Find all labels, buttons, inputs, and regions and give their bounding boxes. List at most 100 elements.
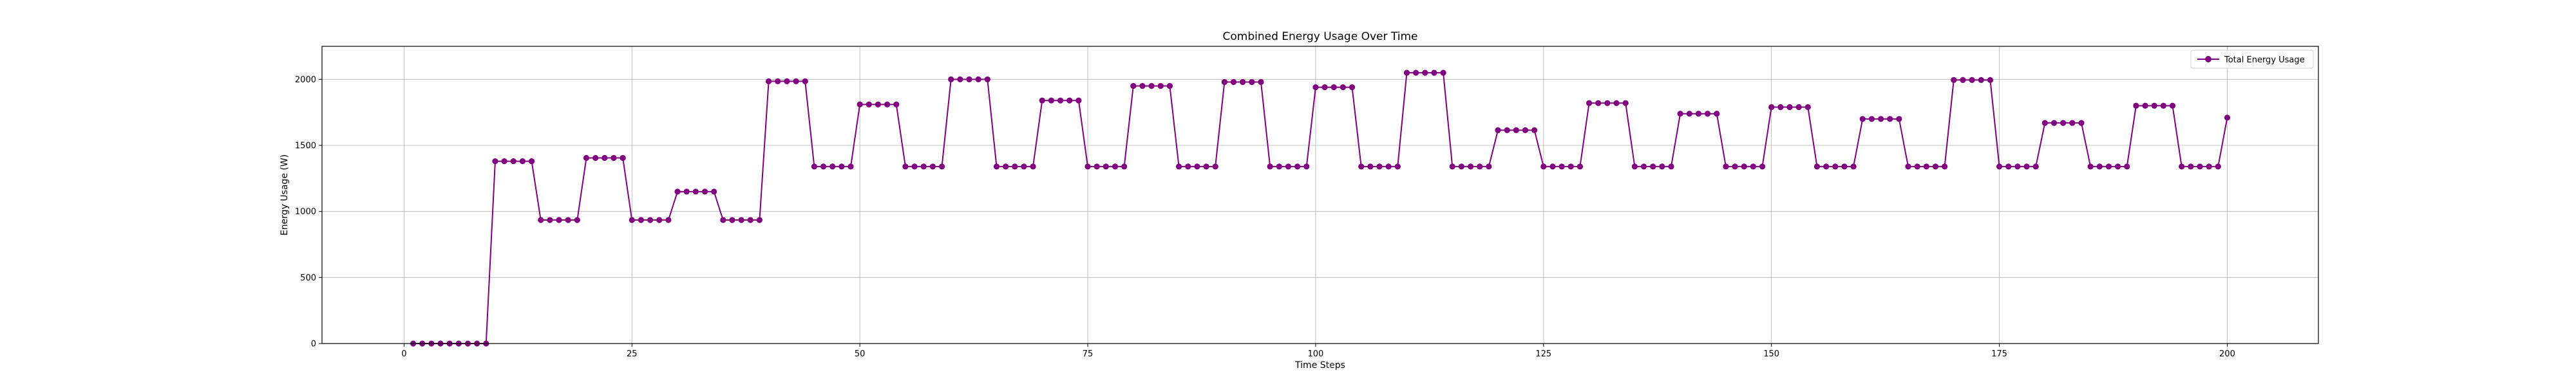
data-point <box>492 158 498 165</box>
data-point <box>1340 84 1346 91</box>
x-axis-ticks: 0 25 50 75 100 125 150 175 200 <box>401 344 2235 359</box>
data-point <box>2160 102 2166 109</box>
data-point <box>683 188 690 195</box>
data-point <box>1859 116 1866 122</box>
data-point <box>1887 116 1893 122</box>
data-point <box>2224 115 2231 121</box>
data-point <box>1021 163 1027 170</box>
data-point <box>1695 111 1702 117</box>
data-point <box>1203 163 1209 170</box>
data-point <box>1094 163 1100 170</box>
data-point <box>2142 102 2148 109</box>
data-point <box>1896 116 1902 122</box>
data-point <box>601 154 608 161</box>
data-point <box>975 76 981 82</box>
data-point <box>729 217 735 223</box>
data-point <box>893 101 900 107</box>
data-point <box>1914 163 1920 170</box>
data-point <box>1066 97 1073 104</box>
data-point <box>2032 163 2039 170</box>
data-point <box>1103 163 1109 170</box>
data-point <box>565 217 571 223</box>
data-point <box>1486 163 1492 170</box>
data-point <box>519 158 526 165</box>
data-point <box>1768 104 1775 111</box>
y-tick-label: 500 <box>300 273 316 283</box>
data-point <box>1513 127 1519 133</box>
data-point <box>1996 163 2003 170</box>
data-point <box>2105 163 2112 170</box>
data-point <box>1868 116 1875 122</box>
data-point <box>1841 163 1848 170</box>
data-point <box>738 217 744 223</box>
data-point <box>866 101 872 107</box>
data-point <box>1240 78 1246 86</box>
data-point <box>1978 77 1984 83</box>
y-axis-ticks: 0 500 1000 1500 2000 <box>295 75 322 349</box>
data-point <box>1084 163 1091 170</box>
y-tick-label: 1500 <box>295 142 316 151</box>
data-point <box>1303 163 1310 170</box>
data-point <box>1640 163 1647 170</box>
data-point <box>1230 78 1237 86</box>
data-point <box>1659 163 1665 170</box>
data-point <box>592 154 599 161</box>
data-point <box>1540 163 1547 170</box>
data-point <box>1194 163 1200 170</box>
data-point <box>1403 69 1410 76</box>
data-point <box>1686 111 1692 117</box>
data-point <box>2179 163 2185 170</box>
x-tick-label: 125 <box>1535 349 1551 359</box>
data-point <box>2069 120 2076 126</box>
data-point <box>674 188 681 195</box>
data-point <box>2206 163 2212 170</box>
data-point <box>1249 78 1255 86</box>
x-tick-label: 50 <box>855 349 866 359</box>
data-point <box>1613 100 1620 106</box>
data-point <box>1012 163 1018 170</box>
data-point <box>611 154 617 161</box>
data-point <box>1577 163 1584 170</box>
data-point <box>1285 163 1292 170</box>
data-point <box>2041 120 2048 126</box>
data-point <box>957 76 963 82</box>
x-tick-label: 150 <box>1763 349 1779 359</box>
data-point <box>510 158 516 165</box>
data-point <box>1449 163 1455 170</box>
data-point <box>1467 163 1474 170</box>
data-point <box>1804 104 1811 111</box>
data-point <box>1823 163 1830 170</box>
data-point <box>1358 163 1365 170</box>
data-point <box>1668 163 1674 170</box>
data-point <box>1932 163 1939 170</box>
data-point <box>1440 69 1446 76</box>
data-point <box>747 217 753 223</box>
data-point <box>784 78 790 85</box>
data-point <box>501 158 507 165</box>
data-point <box>2005 163 2012 170</box>
data-point <box>1759 163 1766 170</box>
x-tick-label: 200 <box>2219 349 2235 359</box>
data-point <box>583 154 590 161</box>
data-point <box>1549 163 1556 170</box>
data-point <box>2050 120 2058 126</box>
data-point <box>1531 127 1538 133</box>
data-point <box>2096 163 2103 170</box>
x-tick-label: 25 <box>627 349 638 359</box>
data-point <box>547 217 553 223</box>
plot-frame <box>321 46 2319 344</box>
data-point <box>656 217 663 223</box>
y-tick-label: 0 <box>311 340 316 349</box>
data-point <box>820 163 827 170</box>
data-point <box>1495 127 1501 133</box>
data-point <box>629 217 635 223</box>
data-point <box>756 217 763 223</box>
data-point <box>1258 78 1264 86</box>
data-point <box>1477 163 1483 170</box>
data-point <box>884 101 891 107</box>
data-point <box>1504 127 1510 133</box>
data-point <box>1558 163 1565 170</box>
data-point <box>1130 83 1137 89</box>
x-tick-label: 75 <box>1083 349 1094 359</box>
data-point <box>701 188 708 195</box>
